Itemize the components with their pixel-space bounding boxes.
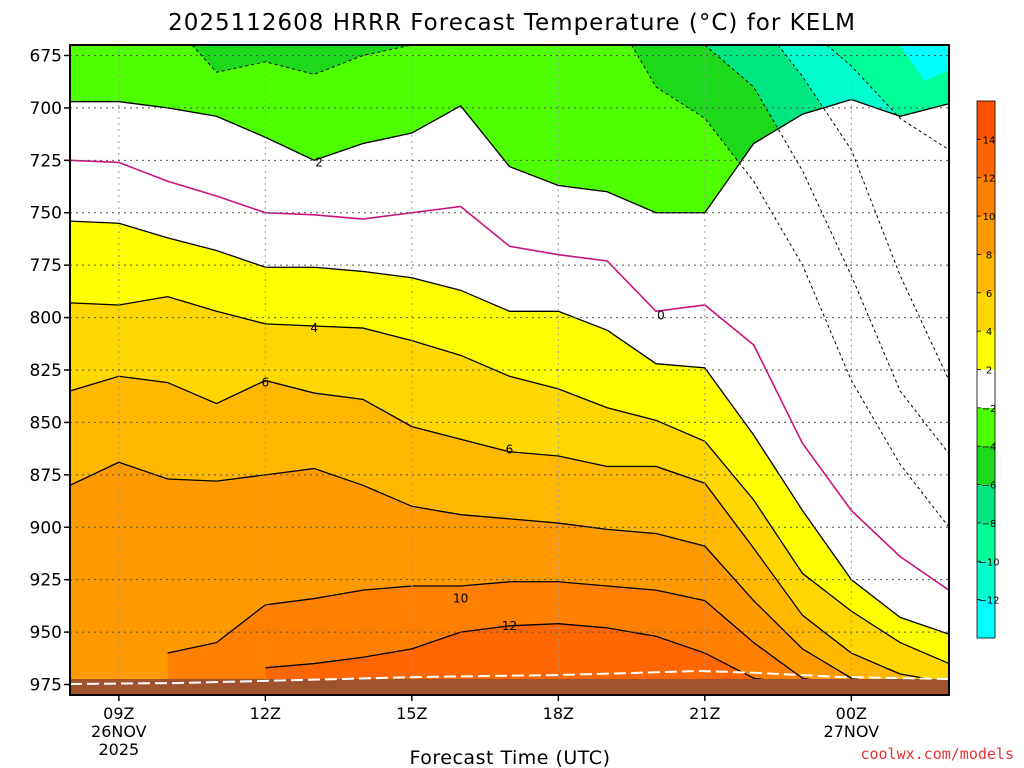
y-tick-label-850: 850: [30, 413, 62, 433]
x-tick-label-00Z: 00Z: [836, 704, 867, 723]
x-date-label-00Z: 27NOV: [824, 722, 880, 741]
contour-label-6: 12: [502, 619, 517, 633]
y-tick-label-700: 700: [30, 99, 62, 119]
y-tick-label-775: 775: [30, 256, 62, 276]
colorbar-label-8: −4: [982, 442, 997, 453]
colorbar-swatch-3: [977, 484, 995, 523]
x-tick-label-18Z: 18Z: [543, 704, 574, 723]
x-tick-label-12Z: 12Z: [250, 704, 281, 723]
colorbar-label-7: −2: [982, 404, 997, 415]
contour-labels: 2 0 4 6 6 10 12: [262, 155, 665, 632]
cold-isotherm-2: [704, 45, 949, 455]
colorbar-label-3: 8: [986, 250, 992, 261]
x-date-label-09Z: 26NOV: [91, 722, 147, 741]
contour-label-0: 2: [315, 155, 323, 169]
x-year-label-09Z: 2025: [98, 740, 139, 759]
y-tick-label-750: 750: [30, 204, 62, 224]
contour-label-4: 6: [506, 443, 514, 457]
band-minus14: [900, 45, 949, 81]
chart-title: 2025112608 HRRR Forecast Temperature (°C…: [168, 10, 856, 36]
y-tick-label-925: 925: [30, 571, 62, 591]
contour-label-1: 0: [657, 308, 665, 322]
colorbar-swatch-9: [977, 254, 995, 293]
colorbar-swatch-6: [977, 369, 995, 408]
colorbar-label-2: 10: [983, 212, 996, 223]
y-tick-label-675: 675: [30, 46, 62, 66]
isotherm-6: [70, 295, 949, 665]
isotherm-8: [70, 375, 949, 684]
colorbar-label-9: −6: [982, 481, 997, 492]
isotherm-10: [70, 461, 949, 688]
colorbar-label-1: 12: [983, 174, 996, 185]
y-tick-label-875: 875: [30, 466, 62, 486]
band-minus6-top: [192, 45, 412, 75]
colorbar-swatch-1: [977, 561, 995, 600]
y-tick-label-825: 825: [30, 361, 62, 381]
colorbar-label-10: −8: [982, 519, 997, 530]
colorbar: 14 12 10 8 6 4 2 −2 −4 −6 −8 −10 −12: [976, 100, 1000, 639]
colorbar-swatch-13: [977, 101, 995, 140]
colorbar-swatch-11: [977, 177, 995, 217]
x-tick-label-09Z: 09Z: [103, 704, 134, 723]
contour-label-2: 4: [310, 321, 318, 335]
x-tick-label-21Z: 21Z: [689, 704, 720, 723]
y-tick-label-900: 900: [30, 518, 62, 538]
cold-isotherm-4: [826, 45, 949, 151]
colorbar-label-6: 2: [986, 366, 992, 377]
y-tick-label-725: 725: [30, 151, 62, 171]
colorbar-label-11: −10: [978, 557, 999, 568]
contour-label-5: 10: [453, 592, 468, 606]
colorbar-swatch-8: [977, 292, 995, 332]
colorbar-swatch-2: [977, 522, 995, 562]
y-axis: 675 700 725 750 775 800 825 850 875 900 925 950 975: [30, 46, 70, 696]
credit-text: coolwx.com/models: [860, 745, 1014, 763]
colorbar-label-5: 4: [986, 327, 992, 338]
cold-isotherm-1: [631, 45, 949, 528]
x-axis-label: Forecast Time (UTC): [410, 747, 611, 768]
colorbar-label-0: 14: [983, 135, 996, 146]
plot-area: 2 0 4 6 6 10 12: [69, 44, 950, 696]
y-tick-label-800: 800: [30, 309, 62, 329]
colorbar-swatch-12: [977, 139, 995, 178]
cold-isotherm-0: [191, 45, 412, 75]
contour-label-3: 6: [262, 376, 270, 390]
cold-isotherm-3: [777, 45, 949, 381]
colorbar-swatch-4: [977, 446, 995, 485]
temperature-bands: [70, 45, 949, 695]
colorbar-label-12: −12: [978, 596, 999, 607]
cold-isotherm-5: [70, 99, 852, 214]
colorbar-swatch-7: [977, 331, 995, 370]
isotherm-4: [70, 220, 949, 635]
colorbar-swatch-5: [977, 407, 995, 447]
x-tick-label-15Z: 15Z: [396, 704, 427, 723]
colorbar-label-4: 6: [986, 289, 992, 300]
colorbar-swatch-10: [977, 216, 995, 255]
terrain-ground: [70, 679, 949, 695]
y-tick-label-975: 975: [30, 676, 62, 696]
y-tick-label-950: 950: [30, 623, 62, 643]
colorbar-swatch-0: [977, 599, 995, 638]
isotherm-0: [70, 159, 949, 591]
